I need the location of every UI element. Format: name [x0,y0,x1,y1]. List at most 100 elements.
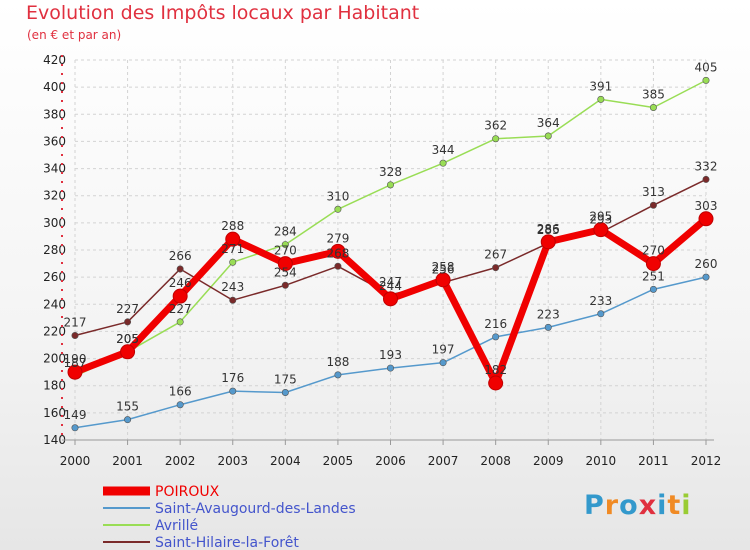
data-point [492,264,500,272]
data-point [597,95,605,103]
data-label: 205 [116,332,139,346]
data-point [71,424,79,432]
axes: 140 160 180 200 220 240 260 280 300 320 340 360 380 4… [43,53,721,468]
data-label: 188 [326,355,349,369]
data-label: 227 [169,302,192,316]
data-point [281,241,289,249]
data-point [334,371,342,379]
data-label: 295 [589,210,612,224]
data-labels: 190 205 246 288 270 279 244 258 182 286 295 270 303 1… [64,60,718,421]
x-tick-label: 2010 [586,454,617,468]
data-label: 176 [221,371,244,385]
data-label: 271 [221,242,244,256]
x-tick-label: 2006 [375,454,406,468]
data-label: 217 [64,316,87,330]
data-point [649,104,657,112]
data-point [435,272,451,288]
data-label: 254 [274,265,297,279]
data-point [334,262,342,270]
data-label: 246 [169,276,192,290]
data-label: 197 [432,343,455,357]
data-point [439,359,447,367]
data-label: 155 [116,400,139,414]
data-point [67,364,83,380]
legend-label: POIROUX [155,484,220,500]
data-label: 313 [642,185,665,199]
data-point [698,211,714,227]
data-point [544,323,552,331]
data-label: 175 [274,373,297,387]
data-point [176,265,184,273]
data-point [702,273,710,281]
data-point [120,344,136,360]
legend: POIROUXSaint-Avaugourd-des-LandesAvrillé… [103,484,356,550]
y-tick-label: 180 [43,379,66,393]
series-1 [71,273,710,432]
data-label: 279 [326,231,349,245]
x-tick-label: 2002 [165,454,196,468]
data-point [439,159,447,167]
y-tick-label: 300 [43,216,66,230]
data-point [386,364,394,372]
data-point [229,258,237,266]
data-label: 216 [484,317,507,331]
data-point [124,318,132,326]
data-point [649,285,657,293]
y-tick-label: 200 [43,352,66,366]
data-label: 391 [589,79,612,93]
data-point [702,76,710,84]
chart-title: Evolution des Impôts locaux par Habitant [26,2,420,24]
legend-label: Saint-Hilaire-la-Forêt [155,535,299,550]
data-label: 149 [64,408,87,422]
data-label: 288 [221,219,244,233]
data-label: 258 [432,260,455,274]
data-label: 285 [537,223,560,237]
data-point [229,296,237,304]
legend-label: Saint-Avaugourd-des-Landes [155,501,356,517]
data-point [330,243,346,259]
x-tick-label: 2000 [60,454,91,468]
logo-letter: r [604,490,620,521]
data-point [176,318,184,326]
data-point [386,181,394,189]
data-point [540,234,556,250]
data-label: 205 [116,332,139,346]
data-label: 303 [695,199,718,213]
data-point [702,175,710,183]
logo-letter: o [619,490,639,521]
y-tick-label: 380 [43,107,66,121]
data-label: 251 [642,269,665,283]
x-tick-label: 2007 [428,454,459,468]
data-label: 328 [379,165,402,179]
data-point [334,205,342,213]
data-label: 166 [169,385,192,399]
proxiti-logo: Proxiti [584,490,692,521]
y-tick-label: 260 [43,270,66,284]
data-label: 260 [695,257,718,271]
data-label: 310 [326,189,349,203]
data-label: 344 [432,143,455,157]
y-tick-label: 280 [43,243,66,257]
data-point [544,132,552,140]
data-point [593,222,609,238]
data-point [281,281,289,289]
x-tick-label: 2012 [691,454,722,468]
y-tick-label: 340 [43,162,66,176]
data-label: 286 [537,222,560,236]
x-tick-label: 2008 [480,454,511,468]
data-point [488,375,504,391]
data-point [597,310,605,318]
legend-label: Avrillé [155,518,198,534]
logo-letter: t [667,490,682,521]
data-point [492,333,500,341]
data-label: 270 [642,244,665,258]
data-point [649,201,657,209]
series-layer [67,76,714,432]
data-label: 193 [379,348,402,362]
y-tick-label: 220 [43,324,66,338]
data-label: 364 [537,116,560,130]
data-label: 223 [537,307,560,321]
data-point [176,401,184,409]
data-point [225,231,241,247]
data-point [172,288,188,304]
